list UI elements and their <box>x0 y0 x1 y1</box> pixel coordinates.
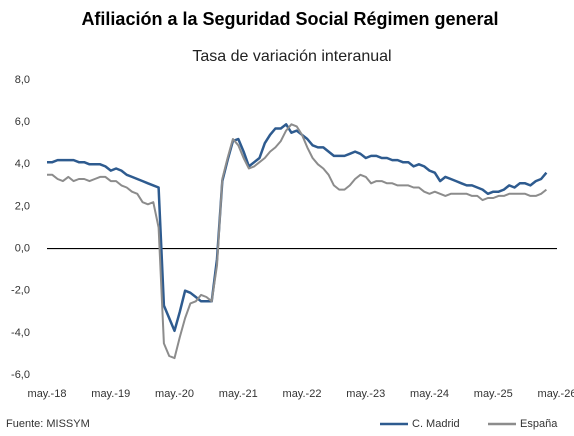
x-tick-label: may.-25 <box>474 388 513 400</box>
y-tick-label: -6,0 <box>11 369 30 381</box>
x-tick-label: may.-19 <box>91 388 130 400</box>
y-tick-label: -2,0 <box>11 285 30 297</box>
chart-subtitle: Tasa de variación interanual <box>192 48 391 65</box>
x-tick-label: may.-23 <box>346 388 385 400</box>
x-tick-label: may.-26 <box>538 388 574 400</box>
y-tick-label: -4,0 <box>11 327 30 339</box>
legend-label: España <box>520 418 558 430</box>
x-tick-label: may.-24 <box>410 388 449 400</box>
y-tick-label: 0,0 <box>15 242 30 254</box>
x-tick-label: may.-20 <box>155 388 194 400</box>
series-line <box>47 123 548 360</box>
x-tick-label: may.-18 <box>28 388 67 400</box>
x-tick-label: may.-22 <box>283 388 322 400</box>
series-line <box>47 123 548 333</box>
y-tick-label: 4,0 <box>15 158 30 170</box>
y-tick-label: 8,0 <box>15 74 30 86</box>
y-tick-label: 6,0 <box>15 116 30 128</box>
y-tick-label: 2,0 <box>15 200 30 212</box>
legend-label: C. Madrid <box>412 418 460 430</box>
chart-title: Afiliación a la Seguridad Social Régimen… <box>81 9 498 29</box>
source: Fuente: MISSYM <box>6 418 90 430</box>
x-tick-label: may.-21 <box>219 388 258 400</box>
